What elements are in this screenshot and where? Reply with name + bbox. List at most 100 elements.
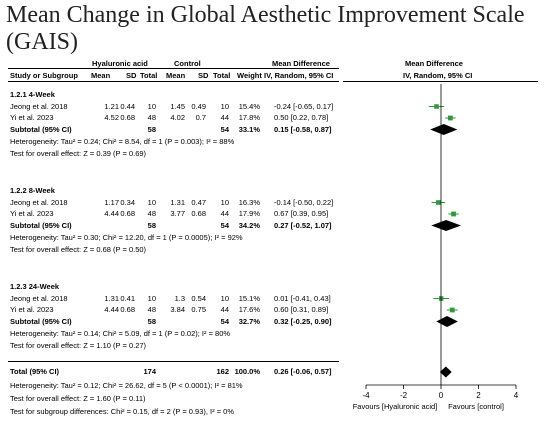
- overall-effect-text: Test for overall effect: Z = 0.39 (P = 0…: [10, 148, 147, 158]
- study-marker: [447, 115, 453, 121]
- heterogeneity-text: Heterogeneity: Tau² = 0.30; Chi² = 12.20…: [10, 233, 243, 242]
- subtotal-n-control: 54: [220, 124, 229, 134]
- total-control: 44: [220, 209, 229, 218]
- weight: 17.6%: [238, 305, 260, 314]
- total-control: 10: [220, 293, 229, 303]
- header-sd2: SD: [198, 71, 209, 80]
- subgroup-name: 1.2.1 4-Week: [10, 90, 55, 99]
- total-label: Total (95% CI): [10, 367, 60, 376]
- mean-control: 4.02: [170, 113, 185, 122]
- mean-control: 1.31: [170, 197, 185, 207]
- sd-ha: 0.44: [120, 101, 135, 111]
- md-ci: -0.24 [-0.65, 0.17]: [274, 101, 334, 111]
- md-ci: 0.60 [0.31, 0.89]: [274, 305, 329, 314]
- sd-control: 0.75: [191, 305, 206, 314]
- study-marker: [451, 211, 456, 217]
- header-md-sub: IV, Random, 95% CI: [264, 71, 334, 80]
- chart-title: Mean Change in Global Aesthetic Improvem…: [6, 2, 525, 55]
- x-tick-label: 2: [476, 391, 481, 400]
- subtotal-diamond: [430, 124, 458, 135]
- total-control: 10: [220, 101, 229, 111]
- subtotal-n-ha: 58: [147, 220, 156, 230]
- header-mean: Mean: [91, 71, 111, 80]
- plot-header-rule: [343, 81, 538, 82]
- mean-control: 1.3: [174, 293, 185, 303]
- md-ci: 0.67 [0.39, 0.95]: [274, 209, 329, 218]
- heterogeneity-text: Heterogeneity: Tau² = 0.14; Chi² = 5.09,…: [10, 329, 231, 338]
- overall-effect-text: Test for overall effect: Z = 1.10 (P = 0…: [10, 340, 147, 350]
- header-plot-md: Mean Difference: [405, 59, 463, 68]
- total-ha: 10: [147, 293, 156, 303]
- header-total: Total: [140, 71, 158, 80]
- study-name: Yi et al. 2023: [10, 305, 54, 314]
- header-weight: Weight: [237, 71, 262, 80]
- favours-left-label: Favours [Hyaluronic acid]: [353, 402, 438, 411]
- subtotal-n-ha: 58: [147, 124, 156, 134]
- subtotal-label: Subtotal (95% CI): [10, 316, 72, 326]
- header-mean2: Mean: [166, 71, 186, 80]
- total-ha: 48: [147, 209, 156, 218]
- header-rule-bottom: [8, 81, 339, 82]
- study-name: Yi et al. 2023: [10, 209, 54, 218]
- subtotal-ci: 0.15 [-0.58, 0.87]: [274, 124, 332, 134]
- sd-ha: 0.68: [120, 209, 135, 218]
- subgroup-test-text: Test for subgroup differences: Chi² = 0.…: [10, 407, 235, 416]
- study-name: Jeong et al. 2018: [10, 101, 68, 111]
- mean-control: 3.77: [170, 209, 185, 218]
- sd-control: 0.54: [191, 293, 206, 303]
- table-bottom-rule: [8, 361, 339, 362]
- sd-control: 0.49: [191, 101, 206, 111]
- total-ha: 10: [147, 101, 156, 111]
- subtotal-n-control: 54: [220, 220, 229, 230]
- mean-ha: 4.44: [104, 305, 119, 314]
- total-heterogeneity-text: Heterogeneity: Tau² = 0.12; Chi² = 26.62…: [10, 381, 243, 390]
- total-n-control: 162: [216, 367, 229, 376]
- sd-ha: 0.68: [120, 305, 135, 314]
- total-diamond: [439, 366, 452, 378]
- mean-control: 1.45: [170, 101, 185, 111]
- mean-ha: 1.17: [104, 197, 119, 207]
- total-ci: 0.26 [-0.06, 0.57]: [274, 367, 332, 376]
- sd-control: 0.7: [195, 113, 206, 122]
- heterogeneity-text: Heterogeneity: Tau² = 0.24; Chi² = 8.54,…: [10, 137, 235, 146]
- weight: 17.8%: [238, 113, 260, 122]
- total-control: 10: [220, 197, 229, 207]
- total-overall-effect-text: Test for overall effect: Z = 1.60 (P = 0…: [10, 394, 146, 403]
- header-sd: SD: [126, 71, 137, 80]
- subgroup-name: 1.2.2 8-Week: [10, 186, 55, 195]
- sd-control: 0.47: [191, 197, 206, 207]
- weight: 17.9%: [238, 209, 260, 218]
- header-total2: Total: [213, 71, 231, 80]
- total-ha: 10: [147, 197, 156, 207]
- subtotal-weight: 32.7%: [238, 316, 260, 326]
- header-rule-top: [8, 68, 339, 69]
- subtotal-diamond: [431, 220, 462, 231]
- x-tick-label: 4: [514, 391, 519, 400]
- mean-ha: 4.52: [104, 113, 119, 122]
- md-ci: 0.01 [-0.41, 0.43]: [274, 293, 331, 303]
- study-marker: [436, 200, 441, 205]
- study-name: Jeong et al. 2018: [10, 293, 68, 303]
- weight: 15.1%: [238, 293, 260, 303]
- subtotal-label: Subtotal (95% CI): [10, 124, 72, 134]
- weight: 16.3%: [238, 197, 260, 207]
- overall-effect-text: Test for overall effect: Z = 0.68 (P = 0…: [10, 244, 147, 254]
- md-ci: 0.50 [0.22, 0.78]: [274, 113, 329, 122]
- study-marker: [449, 307, 455, 313]
- header-group1: Hyaluronic acid: [92, 59, 148, 68]
- subtotal-diamond: [436, 316, 458, 327]
- header-study: Study or Subgroup: [10, 71, 78, 80]
- subtotal-ci: 0.27 [-0.52, 1.07]: [274, 220, 332, 230]
- total-n-ha: 174: [143, 367, 156, 376]
- study-marker: [434, 104, 439, 109]
- sd-ha: 0.34: [120, 197, 135, 207]
- favours-right-label: Favours [control]: [448, 402, 504, 411]
- header-plot-md-sub: IV, Random, 95% CI: [403, 71, 473, 80]
- mean-ha: 4.44: [104, 209, 119, 218]
- subtotal-weight: 33.1%: [238, 124, 260, 134]
- total-ha: 48: [147, 113, 156, 122]
- mean-ha: 1.31: [104, 293, 119, 303]
- subtotal-weight: 34.2%: [238, 220, 260, 230]
- total-ha: 48: [147, 305, 156, 314]
- mean-ha: 1.21: [104, 101, 119, 111]
